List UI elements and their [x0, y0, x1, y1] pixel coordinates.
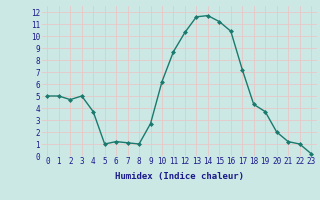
X-axis label: Humidex (Indice chaleur): Humidex (Indice chaleur) — [115, 172, 244, 181]
